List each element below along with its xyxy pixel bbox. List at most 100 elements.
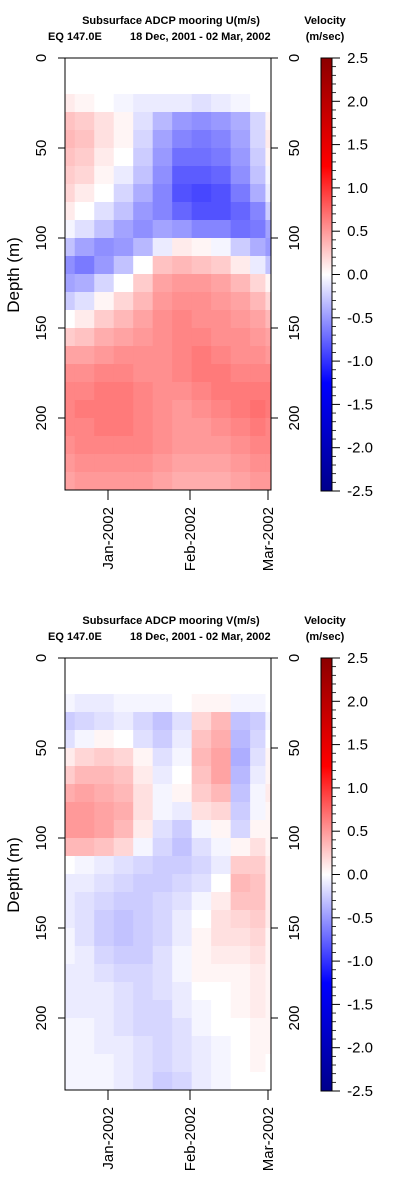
heatmap-cell: [94, 1072, 115, 1091]
heatmap-cell: [113, 694, 134, 713]
heatmap-cell: [211, 400, 232, 419]
heatmap-cell: [152, 310, 173, 329]
heatmap-cell: [133, 1018, 154, 1037]
heatmap-cell: [172, 238, 193, 257]
heatmap-cell: [191, 166, 212, 185]
plot-frame: [64, 657, 272, 1091]
heatmap-cell: [265, 802, 272, 821]
heatmap-cell: [94, 184, 115, 203]
heatmap-cell: [94, 694, 115, 713]
heatmap-cell: [152, 148, 173, 167]
heatmap-cell: [74, 802, 95, 821]
heatmap-cell: [211, 184, 232, 203]
heatmap-cell: [211, 964, 232, 983]
heatmap-cell: [74, 730, 95, 749]
heatmap-cell: [265, 418, 272, 437]
heatmap-cell: [211, 820, 232, 839]
heatmap-cell: [94, 964, 115, 983]
heatmap-cell: [211, 802, 232, 821]
heatmap-cell: [191, 292, 212, 311]
colorbar-tick-label: 2.5: [347, 650, 368, 667]
heatmap-cell: [152, 238, 173, 257]
heatmap-cell: [152, 1054, 173, 1073]
heatmap-cell: [250, 1072, 266, 1091]
heatmap-cell: [74, 328, 95, 347]
heatmap-cell: [172, 838, 193, 857]
heatmap-cell: [265, 1036, 272, 1055]
heatmap-cell: [65, 982, 76, 1001]
heatmap-cell: [172, 166, 193, 185]
heatmap-cell: [172, 1018, 193, 1037]
heatmap-cell: [211, 112, 232, 131]
heatmap-cell: [94, 1000, 115, 1019]
y-tick-label: 150: [33, 315, 50, 340]
heatmap-cell: [211, 328, 232, 347]
heatmap-cell: [152, 382, 173, 401]
x-tick-label: Feb-2002: [182, 507, 199, 571]
heatmap-cell: [265, 982, 272, 1001]
heatmap-cell: [172, 946, 193, 965]
heatmap-cell: [230, 328, 251, 347]
heatmap-cell: [133, 166, 154, 185]
heatmap-cell: [152, 1000, 173, 1019]
heatmap-cell: [133, 310, 154, 329]
heatmap-cell: [172, 274, 193, 293]
heatmap-cell: [230, 148, 251, 167]
heatmap-cell: [211, 364, 232, 383]
heatmap-cell: [152, 274, 173, 293]
heatmap-cell: [65, 802, 76, 821]
heatmap-cell: [94, 946, 115, 965]
heatmap-cell: [133, 694, 154, 713]
heatmap-cell: [113, 1072, 134, 1091]
heatmap-cell: [65, 454, 76, 473]
heatmap-cell: [265, 310, 272, 329]
heatmap-cell: [265, 892, 272, 911]
heatmap-cell: [152, 220, 173, 239]
heatmap-cell: [250, 400, 266, 419]
heatmap-cell: [152, 802, 173, 821]
y-tick-label: 200: [286, 405, 303, 430]
heatmap-cell: [191, 748, 212, 767]
y-tick-label: 0: [286, 654, 303, 662]
heatmap-cell: [230, 364, 251, 383]
x-tick-label: Feb-2002: [182, 1107, 199, 1171]
heatmap-cell: [250, 838, 266, 857]
heatmap-cell: [65, 220, 76, 239]
heatmap-cell: [265, 400, 272, 419]
heatmap-cell: [230, 436, 251, 455]
heatmap-cell: [230, 346, 251, 365]
heatmap-cell: [250, 964, 266, 983]
heatmap-cell: [265, 274, 272, 293]
colorbar-tick-label: -1.5: [347, 396, 373, 413]
heatmap-cell: [113, 712, 134, 731]
heatmap-cell: [265, 748, 272, 767]
colorbar-tick-label: 0.5: [347, 823, 368, 840]
heatmap-cell: [152, 112, 173, 131]
heatmap-cell: [152, 166, 173, 185]
heatmap-cell: [265, 856, 272, 875]
heatmap-cell: [113, 964, 134, 983]
heatmap-cell: [230, 256, 251, 275]
heatmap-cell: [152, 364, 173, 383]
heatmap-cell: [94, 328, 115, 347]
heatmap-cell: [113, 418, 134, 437]
heatmap-cell: [211, 346, 232, 365]
heatmap-cell: [172, 382, 193, 401]
heatmap-cell: [74, 454, 95, 473]
x-tick-label: Jan-2002: [100, 1107, 117, 1170]
heatmap-cell: [65, 928, 76, 947]
x-tick-label: Jan-2002: [100, 507, 117, 570]
heatmap-cell: [191, 1054, 212, 1073]
heatmap-cell: [191, 148, 212, 167]
heatmap-cell: [172, 94, 193, 113]
heatmap-cell: [211, 1072, 232, 1091]
panel-location: EQ 147.0E: [48, 31, 102, 43]
heatmap-cell: [191, 1018, 212, 1037]
heatmap-cell: [65, 910, 76, 929]
heatmap-cell: [94, 310, 115, 329]
heatmap-cell: [172, 1072, 193, 1091]
y-tick-label: 0: [286, 54, 303, 62]
heatmap-cell: [94, 400, 115, 419]
heatmap-cell: [265, 964, 272, 983]
heatmap-cell: [230, 1072, 251, 1091]
